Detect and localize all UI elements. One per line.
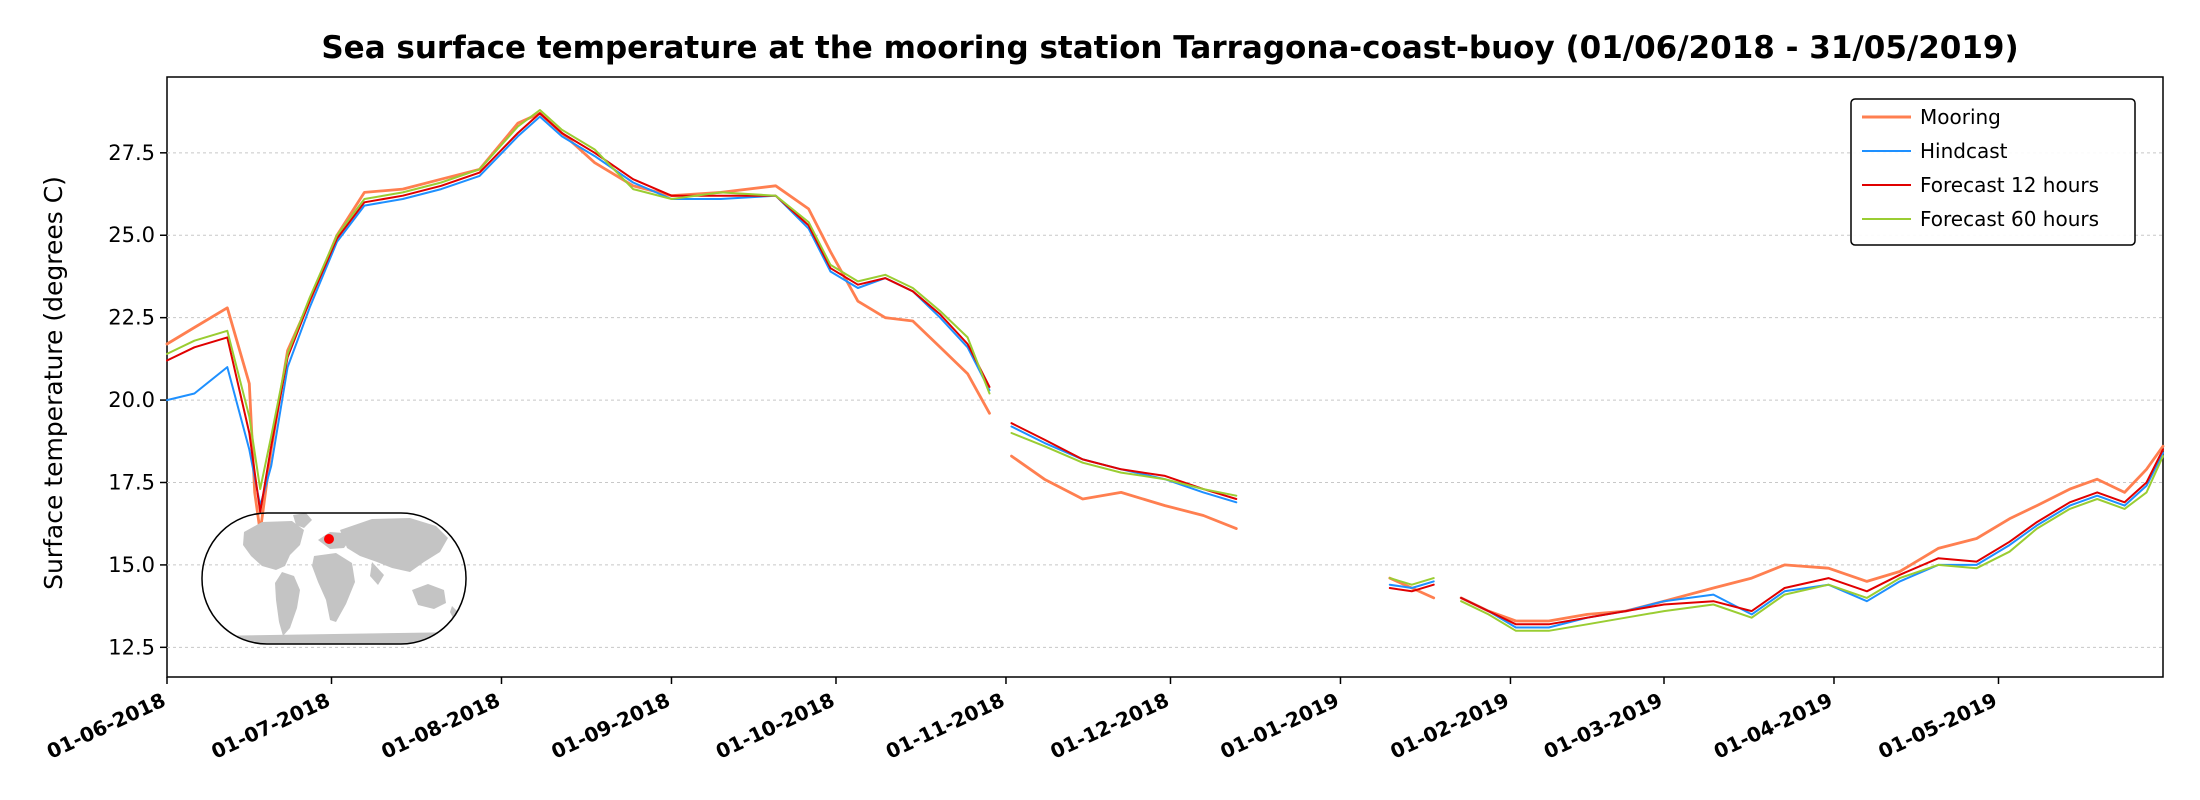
- legend-label-forecast-12h: Forecast 12 hours: [1920, 173, 2099, 197]
- series-line-segment: [1010, 422, 1238, 500]
- y-tick-label: 15.0: [108, 553, 155, 577]
- series-line-segment: [1388, 583, 1435, 593]
- plot-area-frame: [166, 76, 2164, 678]
- legend-label-hindcast: Hindcast: [1920, 139, 2008, 163]
- legend-label-forecast-60h: Forecast 60 hours: [1920, 207, 2099, 231]
- x-tick-label: 01-12-2018: [1047, 688, 1173, 764]
- y-gridlines: [167, 152, 2163, 648]
- inset-world-map: [201, 512, 467, 645]
- x-axis-ticks: 01-06-2018 01-07-2018 01-08-2018 01-09-2018…: [43, 677, 2001, 764]
- legend-item-hindcast: Hindcast: [1862, 139, 2008, 163]
- series-line-segment: [1460, 451, 2164, 629]
- chart-title: Sea surface temperature at the mooring s…: [321, 30, 2018, 66]
- y-tick-label: 27.5: [108, 141, 155, 165]
- legend-item-forecast-12h: Forecast 12 hours: [1862, 173, 2099, 197]
- x-tick-label: 01-05-2019: [1875, 688, 2001, 764]
- y-tick-label: 17.5: [108, 470, 155, 494]
- series-line-segment: [1010, 432, 1238, 497]
- y-tick-label: 22.5: [108, 306, 155, 330]
- x-tick-label: 01-07-2018: [208, 688, 334, 764]
- series-line-segment: [1388, 580, 1435, 589]
- series-forecast-60-hours: [166, 109, 2164, 632]
- legend: Mooring Hindcast Forecast 12 hours Forec…: [1850, 98, 2136, 246]
- legend-label-mooring: Mooring: [1920, 105, 2001, 129]
- location-marker-icon: [324, 534, 334, 544]
- series-line-segment: [1459, 444, 2165, 623]
- x-tick-label: 01-09-2018: [548, 688, 674, 764]
- y-axis-label: Surface temperature (degrees C): [39, 176, 68, 590]
- x-tick-label: 01-11-2018: [882, 688, 1008, 764]
- series-line-segment: [166, 112, 991, 514]
- legend-item-mooring: Mooring: [1862, 105, 2001, 129]
- x-tick-label: 01-02-2019: [1386, 688, 1512, 764]
- series-line-segment: [1388, 577, 1435, 586]
- y-tick-label: 25.0: [108, 223, 155, 247]
- x-tick-label: 01-03-2019: [1540, 688, 1666, 764]
- inset-map-border: [201, 512, 467, 645]
- x-tick-label: 01-08-2018: [378, 688, 504, 764]
- series-line-segment: [166, 115, 991, 507]
- x-tick-label: 01-01-2019: [1216, 688, 1342, 764]
- y-tick-label: 12.5: [108, 635, 155, 659]
- series-line-segment: [1010, 454, 1238, 530]
- y-tick-label: 20.0: [108, 388, 155, 412]
- x-tick-label: 01-04-2019: [1710, 688, 1836, 764]
- x-tick-label: 01-06-2018: [43, 688, 169, 764]
- legend-box: [1850, 98, 2136, 246]
- world-landmasses: [202, 513, 466, 644]
- y-axis-ticks: 12.5 15.0 17.5 20.0 22.5 25.0 27.5: [108, 141, 167, 659]
- series-line-segment: [1010, 425, 1238, 504]
- series-line-segment: [165, 111, 991, 534]
- series-line-segment: [1460, 455, 2164, 632]
- series-line-segment: [166, 109, 991, 491]
- legend-item-forecast-60h: Forecast 60 hours: [1862, 207, 2099, 231]
- x-tick-label: 01-10-2018: [712, 688, 838, 764]
- series-line-segment: [1460, 448, 2164, 626]
